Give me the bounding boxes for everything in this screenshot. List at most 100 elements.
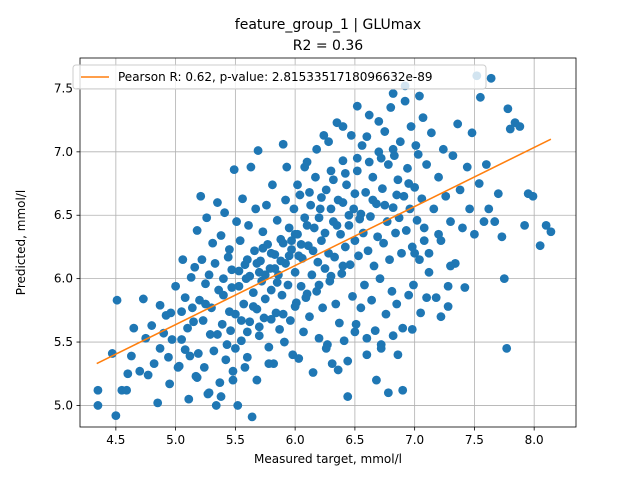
- data-point: [294, 354, 304, 363]
- data-point: [388, 144, 398, 154]
- data-point: [340, 168, 350, 178]
- y-tick-label: 5.5: [54, 335, 73, 349]
- x-tick-label: 6.0: [286, 433, 305, 447]
- data-point: [376, 343, 386, 353]
- data-point: [311, 172, 320, 182]
- data-point: [520, 220, 530, 230]
- data-point: [296, 240, 306, 249]
- data-point: [474, 179, 484, 188]
- y-tick-label: 7.5: [54, 81, 73, 95]
- data-point: [247, 412, 257, 422]
- data-point: [363, 246, 373, 256]
- data-point: [123, 369, 133, 379]
- data-point: [266, 314, 276, 324]
- data-point: [434, 229, 443, 239]
- data-point: [258, 243, 268, 253]
- data-point: [264, 342, 274, 352]
- data-point: [202, 213, 212, 223]
- data-point: [431, 293, 441, 303]
- data-point: [226, 326, 235, 336]
- data-point: [276, 256, 286, 266]
- data-point: [479, 217, 489, 226]
- data-point: [503, 104, 513, 114]
- data-point: [223, 252, 233, 262]
- data-point: [448, 151, 458, 161]
- data-point: [490, 217, 500, 226]
- x-tick-label: 6.5: [345, 433, 364, 447]
- data-point: [289, 204, 299, 214]
- data-point: [192, 373, 202, 382]
- data-point: [375, 274, 385, 284]
- data-point: [306, 200, 316, 210]
- data-point: [234, 281, 244, 291]
- data-point: [240, 363, 250, 372]
- data-point: [379, 238, 388, 248]
- x-tick-label: 4.5: [106, 433, 125, 447]
- data-point: [185, 351, 195, 361]
- data-point: [407, 324, 417, 334]
- data-point: [164, 352, 173, 362]
- data-point: [401, 226, 411, 235]
- data-point: [262, 200, 271, 210]
- x-tick-label: 5.0: [166, 433, 185, 447]
- data-point: [177, 335, 186, 344]
- data-point: [392, 299, 402, 309]
- data-point: [242, 327, 252, 337]
- data-point: [201, 299, 210, 309]
- data-point: [210, 259, 220, 268]
- data-point: [244, 220, 253, 230]
- data-point: [339, 336, 349, 346]
- data-point: [138, 294, 148, 304]
- data-point: [372, 375, 381, 385]
- data-point: [368, 195, 378, 205]
- data-point: [352, 166, 362, 176]
- data-point: [299, 327, 308, 337]
- data-point: [205, 330, 215, 339]
- data-point: [253, 146, 263, 155]
- data-point: [354, 251, 363, 261]
- data-point: [177, 307, 186, 317]
- data-point: [229, 165, 239, 174]
- fit-line-layer: [96, 138, 552, 365]
- fit-line: [96, 138, 552, 365]
- data-point: [391, 228, 400, 238]
- data-point: [258, 227, 268, 237]
- data-point: [386, 103, 396, 112]
- legend-label-fit-line: Pearson R: 0.62, p-value: 2.815335171809…: [118, 70, 433, 84]
- data-point: [285, 316, 295, 325]
- data-point: [217, 319, 227, 329]
- data-point: [211, 401, 221, 410]
- data-point: [467, 128, 477, 138]
- data-point: [366, 212, 375, 221]
- data-point: [290, 267, 300, 277]
- data-point: [350, 236, 360, 245]
- y-tick-label: 6.5: [54, 208, 73, 222]
- data-point: [250, 246, 259, 256]
- points-layer: [93, 71, 556, 422]
- data-point: [392, 190, 402, 200]
- data-point: [227, 265, 237, 275]
- data-point: [336, 229, 345, 239]
- data-point: [412, 215, 422, 225]
- data-point: [505, 124, 515, 134]
- data-point: [319, 130, 329, 140]
- data-point: [400, 96, 410, 106]
- data-point: [374, 117, 384, 126]
- data-point: [232, 217, 241, 226]
- data-point: [129, 323, 139, 333]
- data-point: [352, 153, 362, 163]
- data-point: [381, 309, 391, 319]
- data-point: [350, 327, 360, 337]
- data-point: [278, 238, 288, 248]
- x-tick-label: 7.0: [405, 433, 424, 447]
- data-point: [208, 238, 218, 248]
- data-point: [184, 394, 194, 404]
- data-point: [187, 303, 197, 313]
- data-point: [345, 260, 355, 270]
- data-point: [334, 318, 344, 328]
- data-point: [220, 208, 230, 218]
- data-point: [228, 375, 238, 385]
- data-point: [383, 160, 393, 169]
- data-point: [340, 242, 350, 252]
- data-point: [309, 223, 319, 233]
